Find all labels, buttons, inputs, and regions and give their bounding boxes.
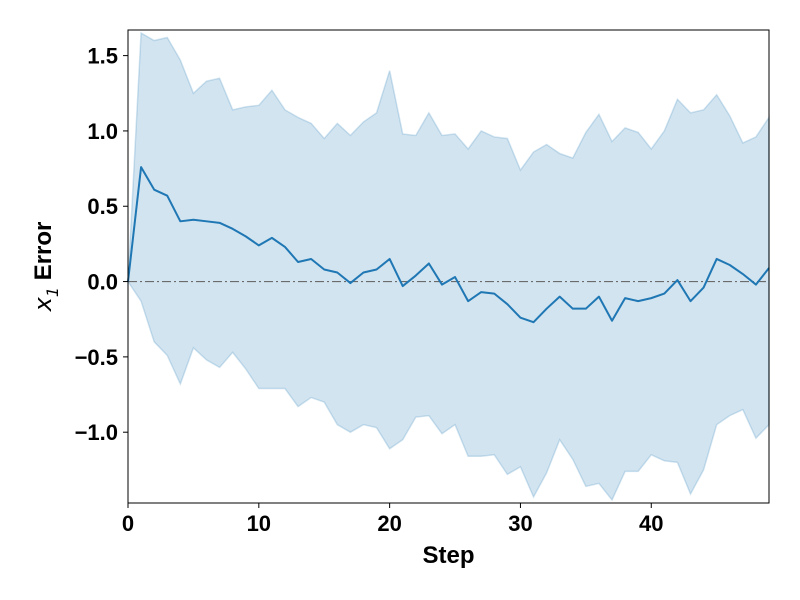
y-tick-label--1: −1.0	[75, 420, 118, 445]
y-tick-label--0.5: −0.5	[75, 345, 118, 370]
mean-point-18	[362, 271, 364, 273]
y-tick-label-1: 1.0	[87, 119, 118, 144]
mean-point-25	[454, 276, 456, 278]
mean-point-45	[715, 258, 717, 260]
mean-point-1	[140, 166, 142, 168]
mean-point-8	[231, 228, 233, 230]
mean-point-21	[402, 285, 404, 287]
mean-point-46	[729, 264, 731, 266]
y-axis-label-subscript: 1	[43, 287, 62, 297]
x-axis-ticks: 0 10 20 30 40	[122, 503, 664, 536]
mean-point-42	[676, 279, 678, 281]
mean-point-27	[480, 291, 482, 293]
y-axis-ticks: −1.0 −0.5 0.0 0.5 1.0 1.5	[75, 44, 128, 445]
mean-point-12	[284, 246, 286, 248]
mean-point-9	[245, 235, 247, 237]
mean-point-34	[572, 307, 574, 309]
error-band	[127, 31, 770, 502]
mean-point-36	[598, 295, 600, 297]
mean-point-35	[585, 307, 587, 309]
mean-point-48	[755, 283, 757, 285]
mean-point-38	[624, 297, 626, 299]
mean-point-39	[637, 300, 639, 302]
mean-point-40	[650, 297, 652, 299]
mean-point-28	[493, 292, 495, 294]
mean-error-line	[127, 166, 770, 324]
plot-area	[127, 31, 770, 502]
mean-point-17	[349, 282, 351, 284]
mean-point-29	[506, 303, 508, 305]
mean-point-43	[689, 300, 691, 302]
mean-point-47	[742, 273, 744, 275]
mean-point-16	[336, 271, 338, 273]
mean-point-33	[558, 295, 560, 297]
mean-point-10	[258, 244, 260, 246]
mean-point-6	[205, 220, 207, 222]
x-tick-label-30: 30	[508, 511, 532, 536]
mean-point-30	[519, 317, 521, 319]
y-tick-label-1.5: 1.5	[87, 44, 118, 69]
y-tick-label-0: 0.0	[87, 270, 118, 295]
y-axis-label: x1 Error	[29, 222, 62, 313]
mean-point-23	[428, 262, 430, 264]
mean-point-2	[153, 188, 155, 190]
y-axis-label-text: Error	[30, 222, 57, 287]
mean-point-24	[441, 283, 443, 285]
mean-point-22	[415, 274, 417, 276]
mean-point-3	[166, 195, 168, 197]
mean-point-15	[323, 268, 325, 270]
mean-point-14	[310, 258, 312, 260]
x-tick-label-20: 20	[377, 511, 401, 536]
y-axis-label-variable: x	[29, 296, 57, 312]
mean-point-37	[611, 320, 613, 322]
mean-point-19	[375, 268, 377, 270]
mean-point-26	[467, 300, 469, 302]
mean-point-7	[218, 222, 220, 224]
mean-point-11	[271, 237, 273, 239]
y-tick-label-0.5: 0.5	[87, 194, 118, 219]
x-tick-label-10: 10	[247, 511, 271, 536]
mean-point-4	[179, 220, 181, 222]
x-tick-label-0: 0	[122, 511, 134, 536]
mean-point-44	[702, 286, 704, 288]
mean-point-5	[192, 219, 194, 221]
plot-frame	[127, 29, 770, 504]
mean-point-20	[388, 258, 390, 260]
mean-point-41	[663, 292, 665, 294]
mean-point-13	[297, 261, 299, 263]
x-axis-label: Step	[422, 542, 474, 569]
mean-point-31	[532, 321, 534, 323]
mean-point-32	[545, 307, 547, 309]
x-tick-label-40: 40	[639, 511, 663, 536]
